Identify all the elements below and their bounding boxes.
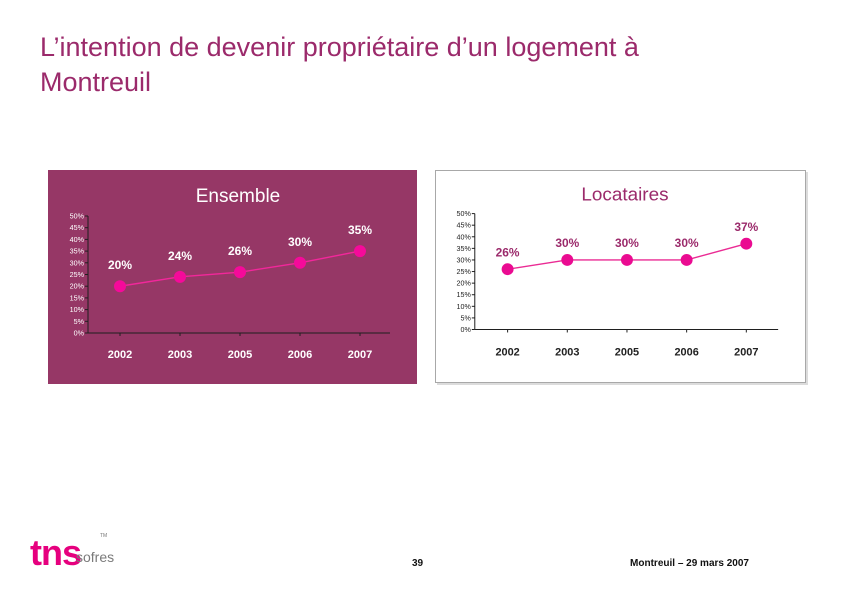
ensemble-data-point	[234, 266, 246, 279]
ensemble-y-tick-label: 10%	[70, 305, 85, 314]
ensemble-x-tick-label: 2003	[168, 349, 192, 361]
logo-sub-text: sofres	[76, 549, 115, 565]
locataires-data-label: 30%	[615, 236, 639, 250]
ensemble-y-tick-label: 30%	[70, 258, 85, 267]
ensemble-y-tick-label: 5%	[74, 317, 85, 326]
ensemble-y-tick-label: 25%	[70, 270, 85, 279]
locataires-data-point	[501, 263, 514, 276]
ensemble-data-label: 30%	[288, 235, 312, 249]
locataires-data-point	[740, 237, 753, 250]
locataires-y-tick-label: 35%	[457, 245, 472, 253]
ensemble-data-point	[354, 245, 366, 258]
locataires-x-tick-label: 2002	[495, 346, 519, 358]
locataires-y-tick-label: 15%	[457, 291, 472, 299]
ensemble-x-tick-label: 2005	[228, 349, 252, 361]
locataires-data-label: 37%	[734, 220, 758, 234]
logo-main-text: tns	[30, 532, 82, 573]
locataires-x-tick-label: 2005	[615, 346, 639, 358]
locataires-x-tick-label: 2003	[555, 346, 579, 358]
ensemble-y-tick-label: 0%	[74, 329, 85, 338]
ensemble-y-tick-label: 50%	[70, 212, 85, 221]
ensemble-data-point	[294, 256, 306, 269]
ensemble-y-tick-label: 40%	[70, 235, 85, 244]
ensemble-x-tick-label: 2007	[348, 349, 372, 361]
locataires-data-point	[620, 254, 633, 266]
footer-text: Montreuil – 29 mars 2007	[630, 558, 749, 569]
ensemble-chart-title: Ensemble	[196, 186, 281, 207]
ensemble-y-tick-label: 45%	[70, 223, 85, 232]
locataires-y-tick-label: 30%	[457, 256, 472, 264]
locataires-y-tick-label: 0%	[460, 326, 471, 334]
logo-trademark: TM	[100, 533, 108, 539]
locataires-y-tick-label: 5%	[460, 314, 471, 322]
locataires-data-label: 26%	[496, 245, 520, 259]
slide-title: L’intention de devenir propriétaire d’un…	[40, 32, 639, 97]
locataires-data-label: 30%	[675, 236, 699, 250]
ensemble-chart: Ensemble 0% 5% 10% 15% 20% 25% 30% 35% 40% 45% 50% 2…	[70, 186, 390, 361]
locataires-y-tick-label: 20%	[457, 280, 472, 288]
ensemble-data-point	[114, 280, 126, 293]
locataires-data-point	[680, 254, 693, 266]
locataires-data-point	[561, 254, 574, 266]
locataires-data-label: 30%	[555, 236, 579, 250]
locataires-chart-title: Locataires	[581, 184, 668, 205]
ensemble-x-tick-label: 2002	[108, 349, 132, 361]
locataires-y-tick-label: 10%	[457, 303, 472, 311]
page-number: 39	[412, 558, 424, 569]
locataires-chart-panel: Locataires 0% 5% 10% 15% 20% 25% 30% 35% 40% 45% 50…	[435, 170, 806, 383]
ensemble-chart-panel: Ensemble 0% 5% 10% 15% 20% 25% 30% 35% 40% 45% 50% 2…	[48, 170, 417, 384]
ensemble-data-label: 20%	[108, 258, 132, 272]
locataires-x-tick-label: 2006	[674, 346, 698, 358]
locataires-y-tick-label: 50%	[457, 210, 472, 218]
ensemble-data-point	[174, 270, 186, 283]
locataires-x-tick-label: 2007	[734, 346, 758, 358]
ensemble-y-tick-label: 15%	[70, 293, 85, 302]
ensemble-data-label: 26%	[228, 244, 252, 258]
ensemble-y-tick-label: 35%	[70, 247, 85, 256]
ensemble-y-tick-label: 20%	[70, 282, 85, 291]
locataires-y-tick-label: 40%	[457, 233, 472, 241]
ensemble-data-label: 24%	[168, 249, 192, 263]
locataires-chart: Locataires 0% 5% 10% 15% 20% 25% 30% 35% 40% 45% 50…	[457, 184, 779, 358]
locataires-y-tick-label: 45%	[457, 222, 472, 230]
locataires-y-tick-label: 25%	[457, 268, 472, 276]
ensemble-x-tick-label: 2006	[288, 349, 312, 361]
tns-sofres-logo: tns TM sofres	[30, 533, 130, 575]
ensemble-data-label: 35%	[348, 223, 372, 237]
